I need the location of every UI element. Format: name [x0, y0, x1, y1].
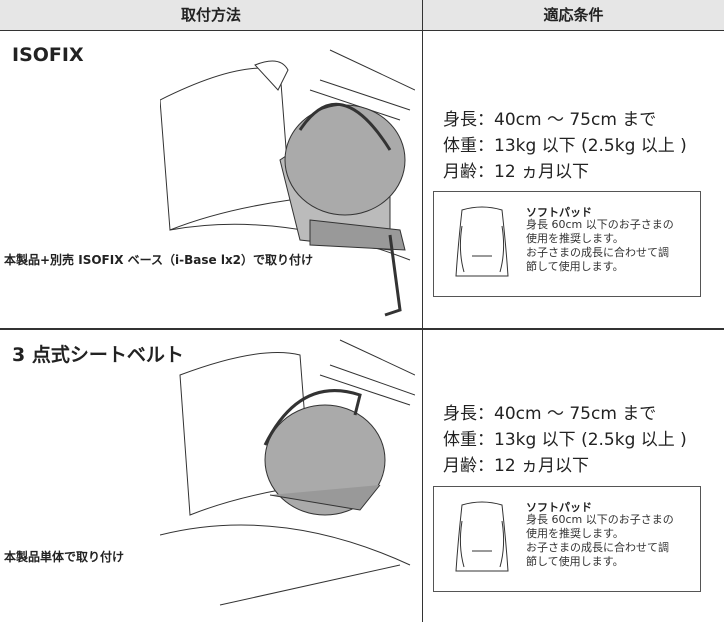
illustration	[160, 339, 415, 606]
condition: 身長：40cm 〜 75cm まで	[443, 110, 657, 130]
method-caption: 本製品単体で取り付け	[4, 550, 125, 564]
pad-text: 身長 60cm 以下のお子さまの 使用を推奨します。 お子さまの成長に合わせて調…	[526, 513, 674, 569]
pad-box: ソフトパッド 身長 60cm 以下のお子さまの 使用を推奨します。 お子さまの成…	[433, 191, 701, 297]
condition: 月齢：12 ヵ月以下	[443, 162, 590, 182]
divider	[422, 0, 423, 622]
pad-text: 身長 60cm 以下のお子さまの 使用を推奨します。 お子さまの成長に合わせて調…	[526, 218, 674, 274]
method-caption: 本製品+別売 ISOFIX ベース（i-Base lx2）で取り付け	[4, 253, 314, 267]
condition: 月齢：12 ヵ月以下	[443, 456, 590, 476]
pad-line: 使用を推奨します。	[526, 527, 624, 540]
condition: 体重：13kg 以下 (2.5kg 以上 )	[443, 430, 687, 450]
illustration	[160, 49, 415, 317]
pad-line: 身長 60cm 以下のお子さまの	[526, 218, 674, 231]
pad-title: ソフトパッド	[526, 206, 592, 219]
pad-line: 節して使用します。	[526, 555, 624, 568]
condition: 身長：40cm 〜 75cm まで	[443, 404, 657, 424]
method-title: 3 点式シートベルト	[12, 344, 184, 366]
condition: 体重：13kg 以下 (2.5kg 以上 )	[443, 136, 687, 156]
header-conditions: 適応条件	[423, 0, 724, 31]
method-title: ISOFIX	[12, 44, 84, 66]
divider	[0, 328, 724, 330]
pad-line: お子さまの成長に合わせて調	[526, 246, 669, 259]
header-method: 取付方法	[0, 0, 422, 31]
pad-line: 使用を推奨します。	[526, 232, 624, 245]
pad-title: ソフトパッド	[526, 501, 592, 514]
pad-box: ソフトパッド 身長 60cm 以下のお子さまの 使用を推奨します。 お子さまの成…	[433, 486, 701, 592]
pad-line: 身長 60cm 以下のお子さまの	[526, 513, 674, 526]
pad-icon	[455, 206, 509, 277]
pad-line: お子さまの成長に合わせて調	[526, 541, 669, 554]
pad-icon	[455, 501, 509, 572]
pad-line: 節して使用します。	[526, 260, 624, 273]
